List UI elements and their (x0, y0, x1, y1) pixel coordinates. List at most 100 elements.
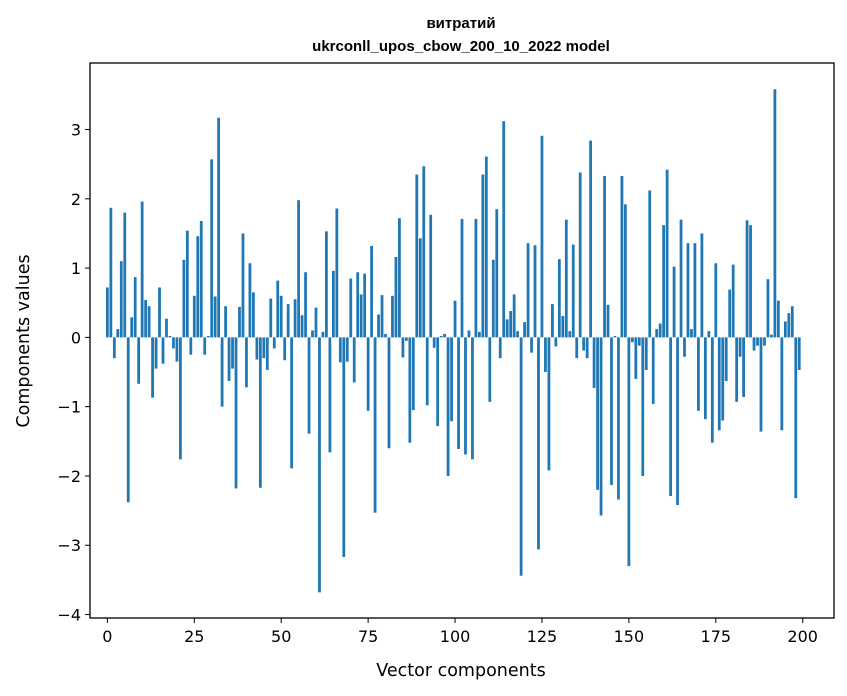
bar (742, 337, 745, 397)
bar (457, 337, 460, 449)
x-tick-label: 25 (184, 627, 204, 646)
bar (634, 337, 638, 379)
bar (683, 337, 686, 357)
bar (356, 272, 360, 338)
bar (512, 294, 516, 338)
bar (450, 337, 453, 422)
bar (349, 278, 353, 338)
bar (293, 299, 297, 338)
bar (147, 306, 151, 338)
bar (185, 230, 189, 338)
bar (707, 331, 711, 338)
bar (721, 337, 725, 421)
bar (484, 156, 488, 338)
x-tick-label: 100 (440, 627, 471, 646)
bar (304, 272, 307, 338)
bar (112, 337, 116, 359)
y-axis-label: Components values (14, 254, 34, 427)
bar (286, 304, 290, 338)
chart-subtitle: ukrconll_upos_cbow_200_10_2022 model (312, 38, 610, 55)
bar (651, 337, 655, 404)
bar (380, 295, 384, 338)
y-tick-label: 2 (71, 190, 81, 209)
bar (648, 190, 652, 338)
bar (255, 337, 259, 360)
bar (338, 337, 342, 363)
bar (161, 337, 165, 364)
bar (780, 337, 784, 431)
bar (325, 231, 328, 338)
bar (377, 314, 380, 338)
bar (564, 219, 568, 338)
bar (700, 233, 704, 338)
bar (731, 264, 735, 338)
bar (109, 207, 113, 338)
bar (641, 337, 645, 476)
bar (342, 337, 346, 558)
bar (265, 337, 269, 370)
bar (589, 140, 593, 338)
bar (446, 337, 450, 476)
bar (697, 337, 700, 411)
bar (516, 331, 520, 338)
bar (592, 337, 596, 388)
bar (252, 292, 255, 338)
bar (408, 337, 412, 443)
bar (603, 175, 606, 338)
bar (554, 337, 558, 347)
bar (662, 225, 666, 338)
bar (637, 337, 641, 346)
bar (318, 337, 321, 593)
bar (314, 307, 318, 338)
bar (464, 337, 467, 455)
bar (519, 337, 523, 576)
bar (272, 337, 276, 349)
bar (561, 315, 565, 338)
bar (203, 337, 207, 355)
bar (429, 214, 433, 338)
bar (495, 209, 499, 338)
bar (307, 337, 311, 434)
bar-series (105, 89, 801, 593)
bar (776, 300, 780, 338)
bar (710, 337, 714, 443)
chart-title: витратий (426, 15, 495, 32)
bar (165, 318, 168, 338)
bar (189, 337, 193, 355)
bar (474, 218, 478, 338)
bar (613, 336, 617, 338)
bar (575, 337, 579, 359)
bar (297, 200, 300, 338)
bar (248, 263, 252, 338)
bar (387, 337, 391, 449)
x-tick-label: 125 (527, 627, 558, 646)
bar (759, 337, 763, 432)
bar (373, 337, 377, 513)
bar (617, 337, 620, 500)
bar (703, 337, 707, 420)
bar (391, 295, 394, 338)
bar (533, 245, 537, 338)
bar (331, 270, 335, 338)
bar (192, 295, 196, 338)
bar (425, 337, 429, 406)
bar (335, 208, 339, 338)
y-tick-label: 0 (71, 328, 81, 347)
bar (116, 329, 120, 338)
bar (610, 337, 613, 485)
x-tick-label: 50 (271, 627, 291, 646)
bar (544, 337, 547, 373)
bar (401, 337, 405, 358)
bar (366, 337, 370, 411)
y-tick-label: −2 (57, 467, 81, 486)
bar (283, 337, 287, 361)
bar (137, 337, 141, 384)
y-tick-label: −1 (57, 398, 81, 417)
bar (311, 330, 314, 338)
bar (168, 336, 172, 338)
bar (179, 337, 182, 460)
bar (568, 331, 572, 338)
bar (481, 174, 485, 338)
bar (175, 337, 179, 362)
